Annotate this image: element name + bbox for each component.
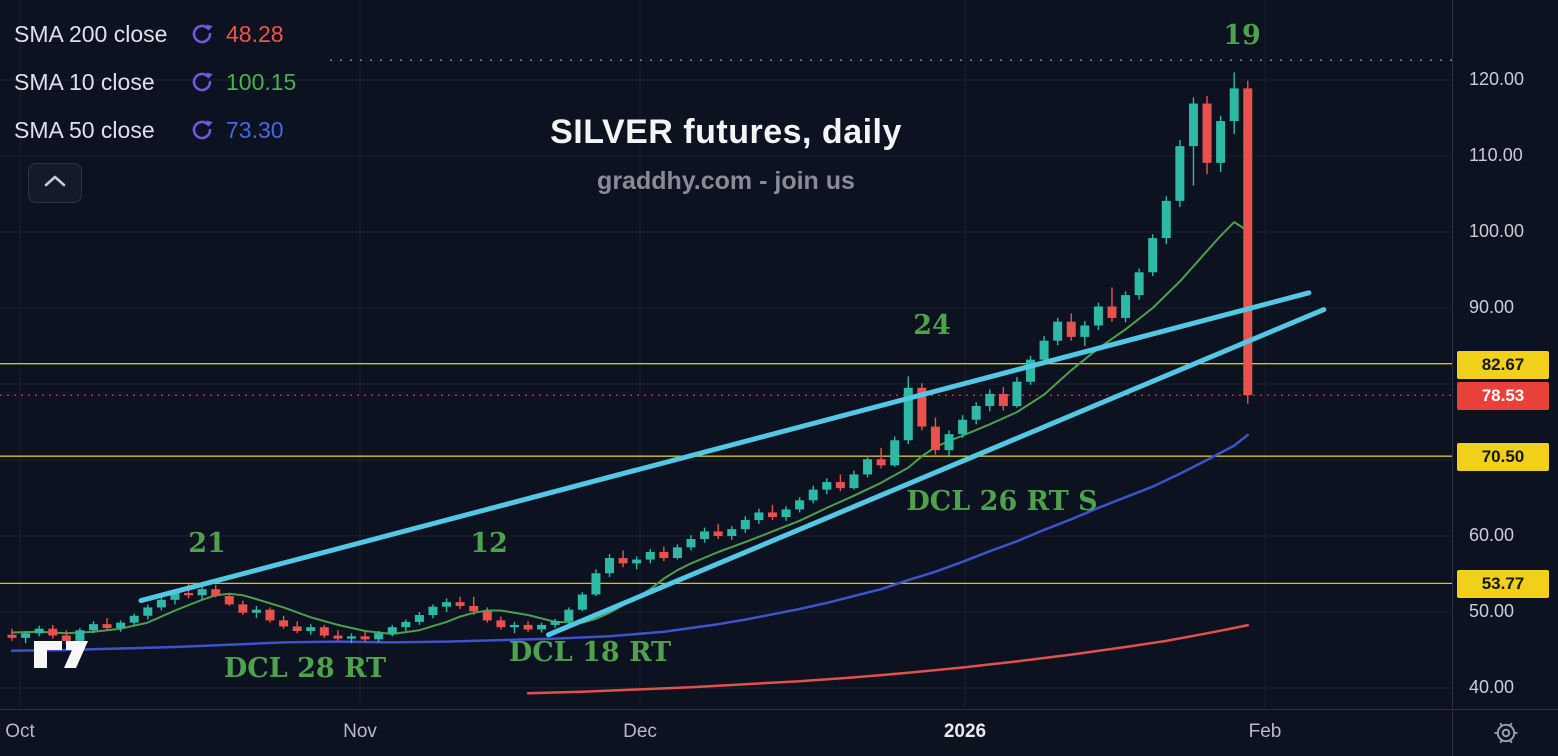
- trendline-upper[interactable]: [138, 290, 1312, 604]
- tradingview-logo[interactable]: [32, 634, 90, 679]
- collapse-legend-button[interactable]: [28, 163, 82, 203]
- candles-layer: [7, 72, 1253, 644]
- indicator-legend: SMA 200 close 48.28 SMA 10 close 100.15 …: [14, 10, 296, 154]
- sync-icon: [190, 70, 214, 94]
- sma-200-line: [526, 623, 1250, 695]
- time-tick-dec: Dec: [623, 721, 657, 742]
- label-dcl-26-rt-s[interactable]: DCL 26 RT S: [906, 486, 1098, 517]
- legend-row-sma-10[interactable]: SMA 10 close 100.15: [14, 58, 296, 106]
- sync-icon: [190, 118, 214, 142]
- legend-row-sma-50[interactable]: SMA 50 close 73.30: [14, 106, 296, 154]
- trendline-lower[interactable]: [545, 307, 1327, 638]
- chart-plot-area[interactable]: [0, 0, 1452, 710]
- indicator-value: 48.28: [226, 20, 284, 47]
- chevron-up-icon: [43, 174, 67, 193]
- label-dcl-28-rt[interactable]: DCL 28 RT: [223, 653, 387, 684]
- price-badge-53-77[interactable]: 53.77: [1457, 570, 1549, 599]
- indicator-label: SMA 10 close: [14, 68, 155, 95]
- axis-corner: [1452, 709, 1558, 756]
- sync-icon: [190, 22, 214, 46]
- indicator-label: SMA 200 close: [14, 20, 168, 47]
- price-tick: 100.00: [1469, 221, 1525, 241]
- price-tick: 90.00: [1469, 297, 1515, 317]
- price-tick: 60.00: [1469, 525, 1515, 545]
- price-tick: 50.00: [1469, 601, 1515, 621]
- time-tick-oct: Oct: [5, 721, 35, 742]
- settings-gear-icon[interactable]: [1492, 719, 1520, 747]
- label-dcl-18-rt[interactable]: DCL 18 RT: [508, 637, 672, 668]
- sma-50-line: [10, 433, 1250, 653]
- price-tick: 40.00: [1469, 677, 1515, 697]
- price-axis[interactable]: 120.00 110.00 100.00 90.00 60.00 50.00 40.00 82…: [1452, 0, 1558, 710]
- sma-10-line: [11, 221, 1249, 635]
- price-badge-70-50[interactable]: 70.50: [1457, 443, 1549, 472]
- time-axis[interactable]: Oct Nov Dec 2026 Feb: [0, 709, 1452, 756]
- legend-row-sma-200[interactable]: SMA 200 close 48.28: [14, 10, 296, 58]
- yellow-support-lines[interactable]: [0, 363, 1452, 584]
- label-21[interactable]: 21: [188, 528, 226, 559]
- price-tick: 110.00: [1469, 145, 1523, 165]
- indicator-value: 73.30: [226, 116, 284, 143]
- label-19[interactable]: 19: [1223, 20, 1261, 51]
- indicator-label: SMA 50 close: [14, 116, 155, 143]
- label-24[interactable]: 24: [913, 310, 951, 341]
- indicator-value: 100.15: [226, 68, 297, 95]
- time-tick-2026: 2026: [943, 721, 987, 742]
- grid-layer: [0, 0, 1452, 710]
- time-tick-feb: Feb: [1248, 721, 1282, 742]
- label-12[interactable]: 12: [470, 528, 508, 559]
- price-badge-78-53[interactable]: 78.53: [1457, 382, 1549, 411]
- price-tick: 120.00: [1469, 69, 1525, 89]
- price-badge-82-67[interactable]: 82.67: [1457, 350, 1549, 379]
- time-tick-nov: Nov: [343, 721, 377, 742]
